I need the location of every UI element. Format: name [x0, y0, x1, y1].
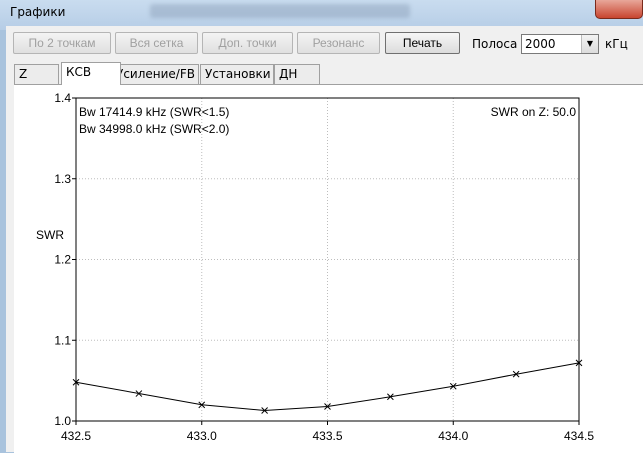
x-tick-label: 434.0: [438, 429, 468, 443]
two-points-button[interactable]: По 2 точкам: [13, 32, 111, 54]
y-tick-label: 1.1: [54, 333, 71, 347]
data-point: [387, 393, 394, 401]
swr-series: [72, 359, 583, 414]
band-label: Полоса: [472, 37, 518, 51]
x-tick-label: 432.5: [61, 429, 91, 443]
data-point: [198, 401, 206, 409]
tab-settings[interactable]: Установки: [200, 64, 274, 84]
print-button[interactable]: Печать: [385, 32, 460, 54]
y-tick-label: 1.2: [54, 253, 71, 267]
full-grid-button[interactable]: Вся сетка: [115, 32, 198, 54]
data-point: [449, 382, 457, 390]
bandwidth-swr-2-0-label: Bw 34998.0 kHz (SWR<2.0): [79, 122, 229, 136]
x-tick-label: 433.0: [187, 429, 217, 443]
background-window-strip: [0, 0, 643, 30]
data-point: [135, 390, 143, 397]
data-point: [512, 370, 520, 378]
bandwidth-swr-1-5-label: Bw 17414.9 kHz (SWR<1.5): [79, 105, 229, 119]
y-axis-label: SWR: [36, 228, 64, 242]
swr-on-z-label: SWR on Z: 50.0: [491, 105, 577, 119]
data-point: [72, 378, 80, 386]
y-tick-label: 1.3: [54, 172, 71, 186]
resonance-button[interactable]: Резонанс: [297, 32, 380, 54]
tab-swr[interactable]: КСВ: [61, 62, 121, 85]
x-tick-label: 433.5: [312, 429, 342, 443]
band-select[interactable]: 2000 ▼: [521, 34, 599, 54]
chart-grid: [72, 97, 580, 425]
data-point: [261, 407, 268, 414]
plot-frame: [75, 97, 580, 422]
y-tick-labels: 1.0 1.1 1.2 1.3 1.4: [54, 91, 71, 428]
tab-z[interactable]: Z: [14, 64, 59, 84]
tab-pattern[interactable]: ДН: [274, 64, 320, 84]
background-window-title: [150, 4, 410, 18]
band-unit-label: кГц: [605, 37, 628, 51]
window-title: Графики: [10, 5, 66, 19]
x-tick-labels: 432.5 433.0 433.5 434.0 434.5: [61, 429, 594, 443]
band-select-value: 2000: [525, 37, 556, 51]
extra-points-button[interactable]: Доп. точки: [202, 32, 293, 54]
y-tick-label: 1.4: [54, 91, 71, 105]
y-tick-label: 1.0: [54, 414, 71, 428]
data-point: [575, 359, 583, 367]
chevron-down-icon[interactable]: ▼: [581, 35, 598, 53]
x-tick-label: 434.5: [564, 429, 594, 443]
swr-tab-panel: [14, 84, 643, 453]
title-bar: Графики: [0, 0, 643, 24]
toolbar: По 2 точкам Вся сетка Доп. точки Резонан…: [8, 32, 638, 56]
tab-gain-fb[interactable]: Усиление/FB: [111, 64, 199, 84]
tab-strip: Z КСВ Усиление/FB Установки ДН: [14, 62, 634, 85]
data-point: [324, 403, 331, 410]
